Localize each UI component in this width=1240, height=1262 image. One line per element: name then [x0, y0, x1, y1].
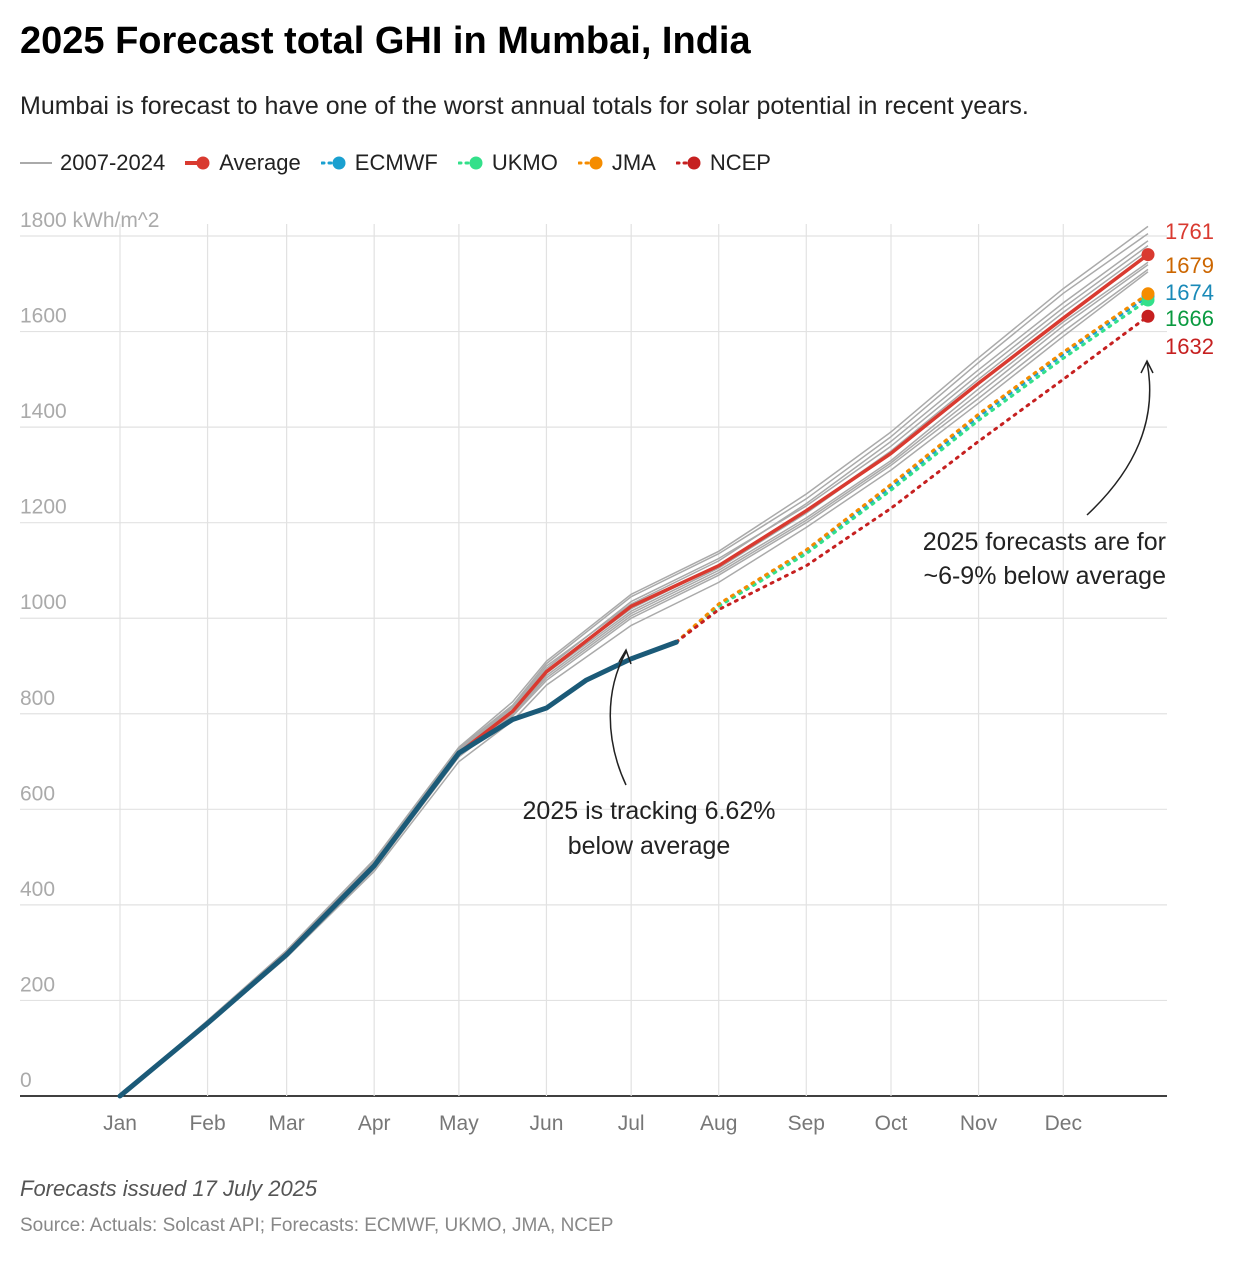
forecast-line-ncep [674, 314, 1150, 644]
end-value-label: 1632 [1165, 334, 1214, 359]
forecast-note: Forecasts issued 17 July 2025 [20, 1176, 318, 1201]
annotation-tracking: below average [568, 832, 731, 860]
legend-item: JMA [577, 150, 656, 176]
legend-label: UKMO [491, 150, 558, 175]
x-tick-label: Sep [788, 1112, 825, 1135]
x-tick-label: Feb [189, 1112, 225, 1135]
historical-line [119, 268, 1149, 1097]
x-tick-label: Mar [269, 1112, 305, 1135]
historical-line [119, 261, 1149, 1097]
forecast-end-point-jma [1141, 287, 1155, 301]
y-tick-label: 1200 [20, 496, 67, 519]
legend-item: Average [185, 150, 301, 176]
y-tick-label: 1800 kWh/m^2 [20, 209, 159, 232]
source-note: Source: Actuals: Solcast API; Forecasts:… [20, 1215, 614, 1236]
legend: 2007-2024 Average ECMWF UKMO JMA NCEP [20, 150, 771, 176]
legend-item: ECMWF [320, 150, 438, 176]
chart-subtitle: Mumbai is forecast to have one of the wo… [20, 92, 1029, 120]
end-value-label: 1761 [1165, 219, 1214, 244]
x-tick-label: Jan [103, 1112, 137, 1135]
y-tick-label: 800 [20, 687, 55, 710]
y-tick-label: 1400 [20, 400, 67, 423]
actual-2025-line [117, 639, 679, 1099]
end-value-label: 1666 [1165, 306, 1214, 331]
forecast-end-point-ncep [1141, 309, 1155, 323]
y-tick-label: 0 [20, 1069, 32, 1092]
legend-label: 2007-2024 [60, 150, 166, 175]
legend-label: JMA [611, 150, 656, 175]
legend-label: ECMWF [354, 150, 438, 175]
y-tick-label: 1000 [20, 591, 67, 614]
x-tick-label: Apr [358, 1112, 391, 1135]
legend-item: UKMO [457, 150, 558, 176]
end-value-label: 1674 [1165, 280, 1214, 305]
legend-label: NCEP [709, 150, 771, 175]
legend-symbol-icon [457, 155, 484, 171]
legend-item: 2007-2024 [20, 150, 165, 176]
x-tick-label: Dec [1045, 1112, 1082, 1135]
annotation-tracking: 2025 is tracking 6.62% [523, 797, 776, 825]
legend-symbol-icon [185, 155, 211, 171]
historical-line [119, 271, 1149, 1097]
x-tick-label: Nov [960, 1112, 998, 1135]
x-tick-label: Aug [700, 1112, 737, 1135]
legend-symbol-icon [675, 155, 702, 171]
y-tick-label: 1600 [20, 305, 67, 328]
legend-symbol-icon [320, 155, 347, 171]
annotation-forecast: 2025 forecasts are for [923, 528, 1166, 556]
x-tick-label: Jul [618, 1112, 645, 1135]
x-tick-label: Oct [875, 1112, 908, 1135]
y-tick-label: 600 [20, 782, 55, 805]
annotation-arrow [1086, 359, 1154, 516]
legend-label: Average [219, 150, 301, 175]
annotation-forecast: ~6-9% below average [923, 562, 1166, 590]
annotation-arrow [609, 648, 632, 786]
y-tick-label: 200 [20, 973, 55, 996]
end-value-label: 1679 [1165, 253, 1214, 278]
historical-line [119, 225, 1149, 1097]
forecast-line-jma [674, 292, 1150, 644]
historical-line [119, 264, 1149, 1097]
legend-item: NCEP [675, 150, 771, 176]
y-tick-label: 400 [20, 878, 55, 901]
legend-symbol-icon [577, 155, 604, 171]
x-tick-label: Jun [530, 1112, 564, 1135]
x-tick-label: May [439, 1112, 479, 1135]
chart-title: 2025 Forecast total GHI in Mumbai, India [20, 20, 751, 62]
average-end-point [1141, 248, 1155, 262]
legend-symbol-icon [20, 158, 52, 168]
forecast-line-ukmo [674, 298, 1150, 644]
